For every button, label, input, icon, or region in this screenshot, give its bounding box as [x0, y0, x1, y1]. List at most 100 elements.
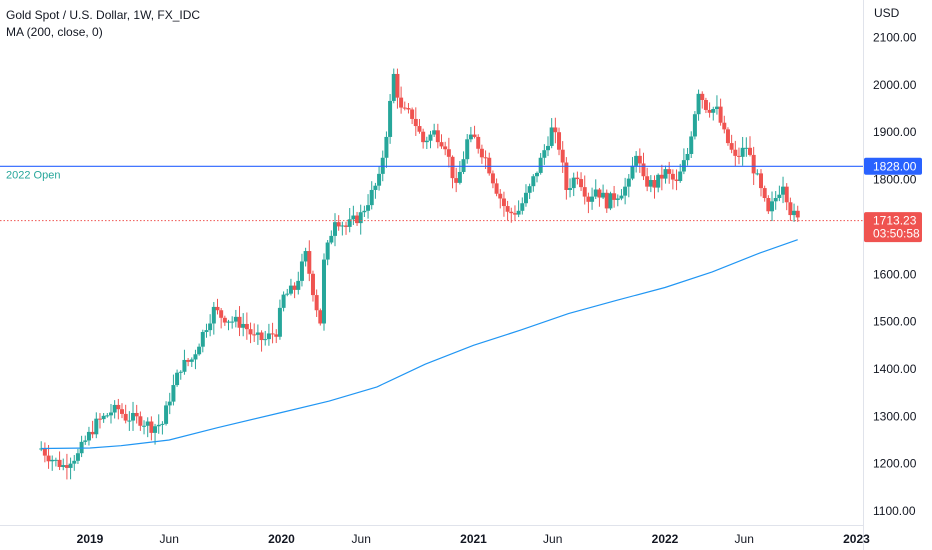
time-tick-label: Jun — [735, 532, 754, 546]
time-axis[interactable]: 2019 Jun 2020 Jun 2021 Jun 2022 Jun 2023 — [77, 532, 871, 546]
indicator-label[interactable]: MA (200, close, 0) — [6, 25, 103, 39]
candle — [755, 169, 760, 176]
candle — [366, 194, 371, 219]
candle — [208, 314, 213, 337]
candle — [795, 205, 800, 222]
candle — [204, 323, 209, 338]
candle — [773, 191, 778, 210]
candle — [549, 118, 554, 149]
candle — [432, 123, 437, 137]
symbol-title[interactable]: Gold Spot / U.S. Dollar, 1W, FX_IDC — [6, 8, 201, 22]
candle — [314, 289, 319, 317]
candle — [105, 412, 110, 418]
price-tick-label: 1400.00 — [873, 362, 917, 376]
candle — [244, 312, 249, 340]
candle — [219, 308, 224, 329]
candle — [413, 107, 418, 136]
price-tick-label: 2000.00 — [873, 78, 917, 92]
candle — [127, 411, 132, 431]
candle — [75, 448, 80, 465]
candle — [523, 184, 528, 207]
price-tick-label: 1200.00 — [873, 457, 917, 471]
candle — [61, 458, 66, 471]
open-price-badge: 1828.00 — [864, 157, 922, 175]
time-tick-label: Jun — [543, 532, 562, 546]
candle — [53, 457, 58, 467]
price-axis[interactable]: 2100.002000.001900.001800.001700.001600.… — [873, 31, 917, 519]
candle — [138, 411, 143, 431]
time-tick-label: 2023 — [843, 532, 870, 546]
candle — [108, 403, 113, 424]
candle — [623, 177, 628, 205]
candle — [659, 164, 664, 191]
candle — [164, 401, 169, 426]
candle — [340, 221, 345, 236]
candle — [788, 197, 793, 221]
time-tick-label: 2022 — [652, 532, 679, 546]
candle — [296, 271, 301, 295]
candle — [417, 118, 422, 134]
candle — [637, 148, 642, 173]
candle — [472, 125, 477, 139]
candle — [351, 205, 356, 226]
candle — [68, 457, 73, 480]
candle — [714, 95, 719, 115]
candle — [781, 176, 786, 204]
candle — [604, 189, 609, 213]
candle — [487, 152, 492, 176]
candle — [116, 398, 121, 420]
candle — [285, 288, 290, 297]
candle — [450, 155, 455, 189]
candle — [546, 136, 551, 157]
candle — [406, 103, 411, 114]
candle — [505, 200, 510, 221]
price-tick-label: 1100.00 — [873, 504, 916, 518]
last-price-badge: 1713.23 03:50:58 — [864, 212, 922, 243]
candle — [766, 195, 771, 214]
candle — [542, 144, 547, 165]
candle — [762, 185, 767, 202]
candle — [72, 455, 77, 471]
candle — [388, 94, 393, 144]
candle — [123, 404, 128, 424]
candle — [410, 107, 415, 125]
candle — [131, 401, 136, 431]
candle — [711, 106, 716, 121]
price-tick-label: 1600.00 — [873, 267, 917, 281]
candle — [652, 175, 657, 199]
candle — [571, 172, 576, 197]
time-tick-label: 2020 — [268, 532, 295, 546]
candle — [197, 343, 202, 356]
candle — [564, 157, 569, 200]
candle — [259, 330, 264, 352]
candle — [171, 374, 176, 406]
candle — [656, 173, 661, 193]
candle — [255, 324, 260, 345]
candle — [468, 126, 473, 143]
candle — [725, 127, 730, 146]
time-tick-label: Jun — [352, 532, 371, 546]
candle — [435, 123, 440, 149]
candle — [718, 98, 723, 126]
candle — [274, 329, 279, 344]
candle — [490, 170, 495, 189]
candle — [142, 420, 147, 435]
candle — [193, 349, 198, 370]
candle — [582, 175, 587, 205]
candle — [189, 357, 194, 367]
ma-200-line — [41, 239, 798, 450]
chart-legend: Gold Spot / U.S. Dollar, 1W, FX_IDC MA (… — [6, 7, 200, 41]
candle — [336, 215, 341, 231]
candle — [160, 421, 165, 435]
candle — [568, 178, 573, 198]
candle — [696, 89, 701, 121]
candle — [744, 137, 749, 157]
candle — [402, 101, 407, 111]
candle — [707, 102, 712, 118]
candle — [461, 151, 466, 175]
candle — [579, 172, 584, 192]
candle — [759, 169, 764, 197]
candle — [516, 200, 521, 218]
candle — [747, 136, 752, 157]
